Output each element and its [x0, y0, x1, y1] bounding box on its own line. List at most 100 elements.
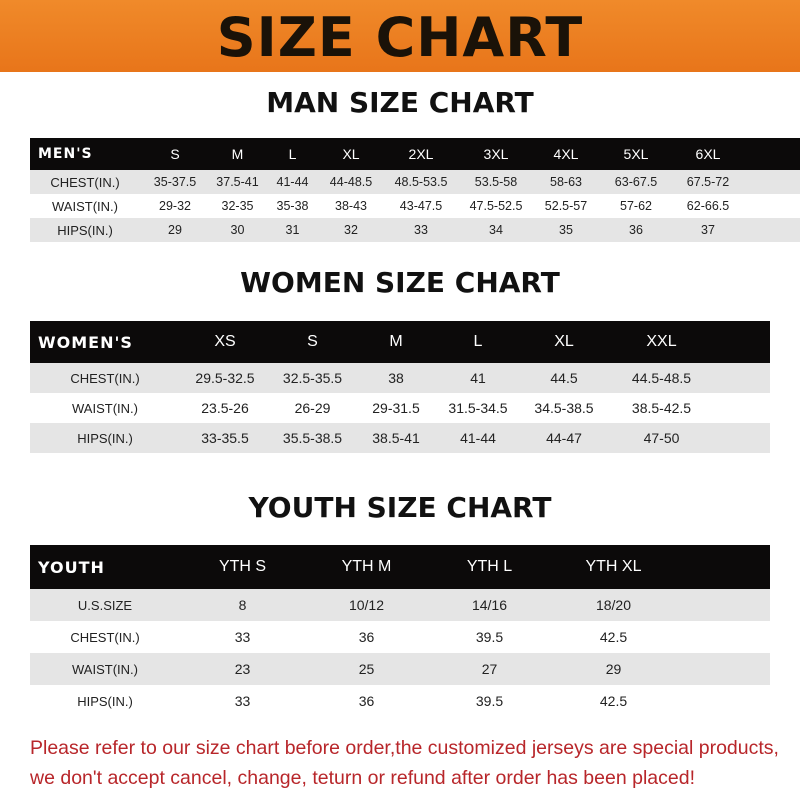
men-section-title: MAN SIZE CHART [266, 86, 534, 119]
table-row: U.S.SIZE 8 10/12 14/16 18/20 [30, 589, 770, 621]
table-cell: 35-38 [276, 199, 309, 213]
size-header: YTH L [428, 545, 551, 589]
table-cell: 33 [382, 218, 460, 242]
women-size-table: WOMEN'S XS S M L XL XXL CHEST(IN.) 29.5-32.5 32.5… [30, 321, 770, 453]
table-cell: 39.5 [475, 693, 504, 709]
size-header: 4XL [532, 138, 600, 170]
table-cell: 31.5-34.5 [448, 400, 508, 416]
table-cell: 33-35.5 [180, 423, 270, 453]
table-row: HIPS(IN.) 33 36 39.5 42.5 [30, 685, 770, 717]
empty-cell [714, 423, 770, 453]
table-cell: 47-50 [609, 423, 714, 453]
table-row: WAIST(IN.) 23.5-26 26-29 29-31.5 31.5-34.5 34… [30, 393, 770, 423]
table-cell: 43-47.5 [399, 199, 443, 213]
empty-cell [676, 589, 770, 621]
youth-section-title: YOUTH SIZE CHART [248, 491, 552, 524]
size-header: YTH XL [551, 545, 676, 589]
table-cell: 23.5-26 [201, 400, 249, 416]
table-cell: 67.5-72 [672, 170, 744, 194]
table-row: WAIST(IN.) 29-32 32-35 35-38 38-43 43-47.5 47.… [30, 194, 800, 218]
table-cell: 29 [551, 653, 676, 685]
table-cell: 44.5-48.5 [609, 363, 714, 393]
table-cell: 63-67.5 [600, 170, 672, 194]
men-size-table: MEN'S S M L XL 2XL 3XL 4XL 5XL 6XL CHEST(IN.) 35-37… [30, 138, 800, 242]
table-cell: 36 [358, 693, 375, 709]
size-header: XL [320, 138, 382, 170]
table-cell: 38 [355, 363, 437, 393]
table-cell: 38.5-41 [355, 423, 437, 453]
empty-cell [676, 621, 770, 653]
table-cell: 27 [428, 653, 551, 685]
empty-cell [714, 321, 770, 363]
empty-cell [744, 170, 800, 194]
table-cell: 35-37.5 [140, 170, 210, 194]
empty-cell [676, 653, 770, 685]
table-cell: 34.5-38.5 [534, 400, 594, 416]
table-cell: 42.5 [599, 629, 628, 645]
size-header: M [210, 138, 265, 170]
row-label: HIPS(IN.) [30, 423, 180, 453]
size-header: L [265, 138, 320, 170]
empty-cell [744, 218, 800, 242]
row-label: WAIST(IN.) [30, 653, 180, 685]
size-header: S [140, 138, 210, 170]
table-cell: 53.5-58 [460, 170, 532, 194]
empty-cell [676, 545, 770, 589]
table-cell: 48.5-53.5 [382, 170, 460, 194]
women-section-title: WOMEN SIZE CHART [240, 266, 560, 299]
banner-title: SIZE CHART [216, 6, 584, 69]
table-row: CHEST(IN.) 35-37.5 37.5-41 41-44 44-48.5 48.5… [30, 170, 800, 194]
table-cell: 29-31.5 [372, 400, 420, 416]
size-header: YTH S [180, 545, 305, 589]
table-cell: 41 [437, 363, 519, 393]
table-row: HIPS(IN.) 33-35.5 35.5-38.5 38.5-41 41-44 44-… [30, 423, 770, 453]
table-cell: 52.5-57 [544, 199, 588, 213]
empty-cell [676, 685, 770, 717]
table-cell: 39.5 [475, 629, 504, 645]
table-cell: 36 [600, 218, 672, 242]
size-header: XS [180, 321, 270, 363]
table-cell: 42.5 [599, 693, 628, 709]
empty-cell [714, 393, 770, 423]
disclaimer-note: Please refer to our size chart before or… [30, 733, 790, 793]
table-cell: 35 [532, 218, 600, 242]
table-cell: 44-47 [519, 423, 609, 453]
table-cell: 36 [358, 629, 375, 645]
note-line: we don't accept cancel, change, teturn o… [30, 767, 695, 789]
table-header-row: WOMEN'S XS S M L XL XXL [30, 321, 770, 363]
table-cell: 31 [265, 218, 320, 242]
header-label: MEN'S [30, 138, 140, 170]
table-cell: 25 [305, 653, 428, 685]
size-header: XXL [609, 321, 714, 363]
table-cell: 8 [180, 589, 305, 621]
table-cell: 32-35 [221, 199, 254, 213]
table-cell: 26-29 [294, 400, 331, 416]
table-cell: 44.5 [519, 363, 609, 393]
row-label: U.S.SIZE [30, 589, 180, 621]
size-header: 6XL [672, 138, 744, 170]
size-header: YTH M [305, 545, 428, 589]
table-cell: 29.5-32.5 [180, 363, 270, 393]
table-cell: 57-62 [620, 199, 652, 213]
table-cell: 62-66.5 [686, 199, 730, 213]
table-row: HIPS(IN.) 29 30 31 32 33 34 35 36 37 [30, 218, 800, 242]
row-label: WAIST(IN.) [52, 198, 118, 214]
table-cell: 44-48.5 [320, 170, 382, 194]
table-cell: 35.5-38.5 [270, 423, 355, 453]
size-header: S [270, 321, 355, 363]
table-header-row: MEN'S S M L XL 2XL 3XL 4XL 5XL 6XL [30, 138, 800, 170]
size-header: 5XL [600, 138, 672, 170]
row-label: CHEST(IN.) [30, 363, 180, 393]
table-cell: 41-44 [437, 423, 519, 453]
table-cell: 14/16 [428, 589, 551, 621]
row-label: CHEST(IN.) [30, 170, 140, 194]
empty-cell [714, 363, 770, 393]
table-cell: 38-43 [335, 199, 367, 213]
table-cell: 58-63 [532, 170, 600, 194]
empty-cell [744, 138, 800, 170]
note-line: Please refer to our size chart before or… [30, 737, 779, 759]
table-cell: 38.5-42.5 [631, 400, 692, 416]
table-cell: 29-32 [159, 199, 191, 213]
table-cell: 33 [234, 629, 251, 645]
table-cell: 47.5-52.5 [469, 199, 523, 213]
